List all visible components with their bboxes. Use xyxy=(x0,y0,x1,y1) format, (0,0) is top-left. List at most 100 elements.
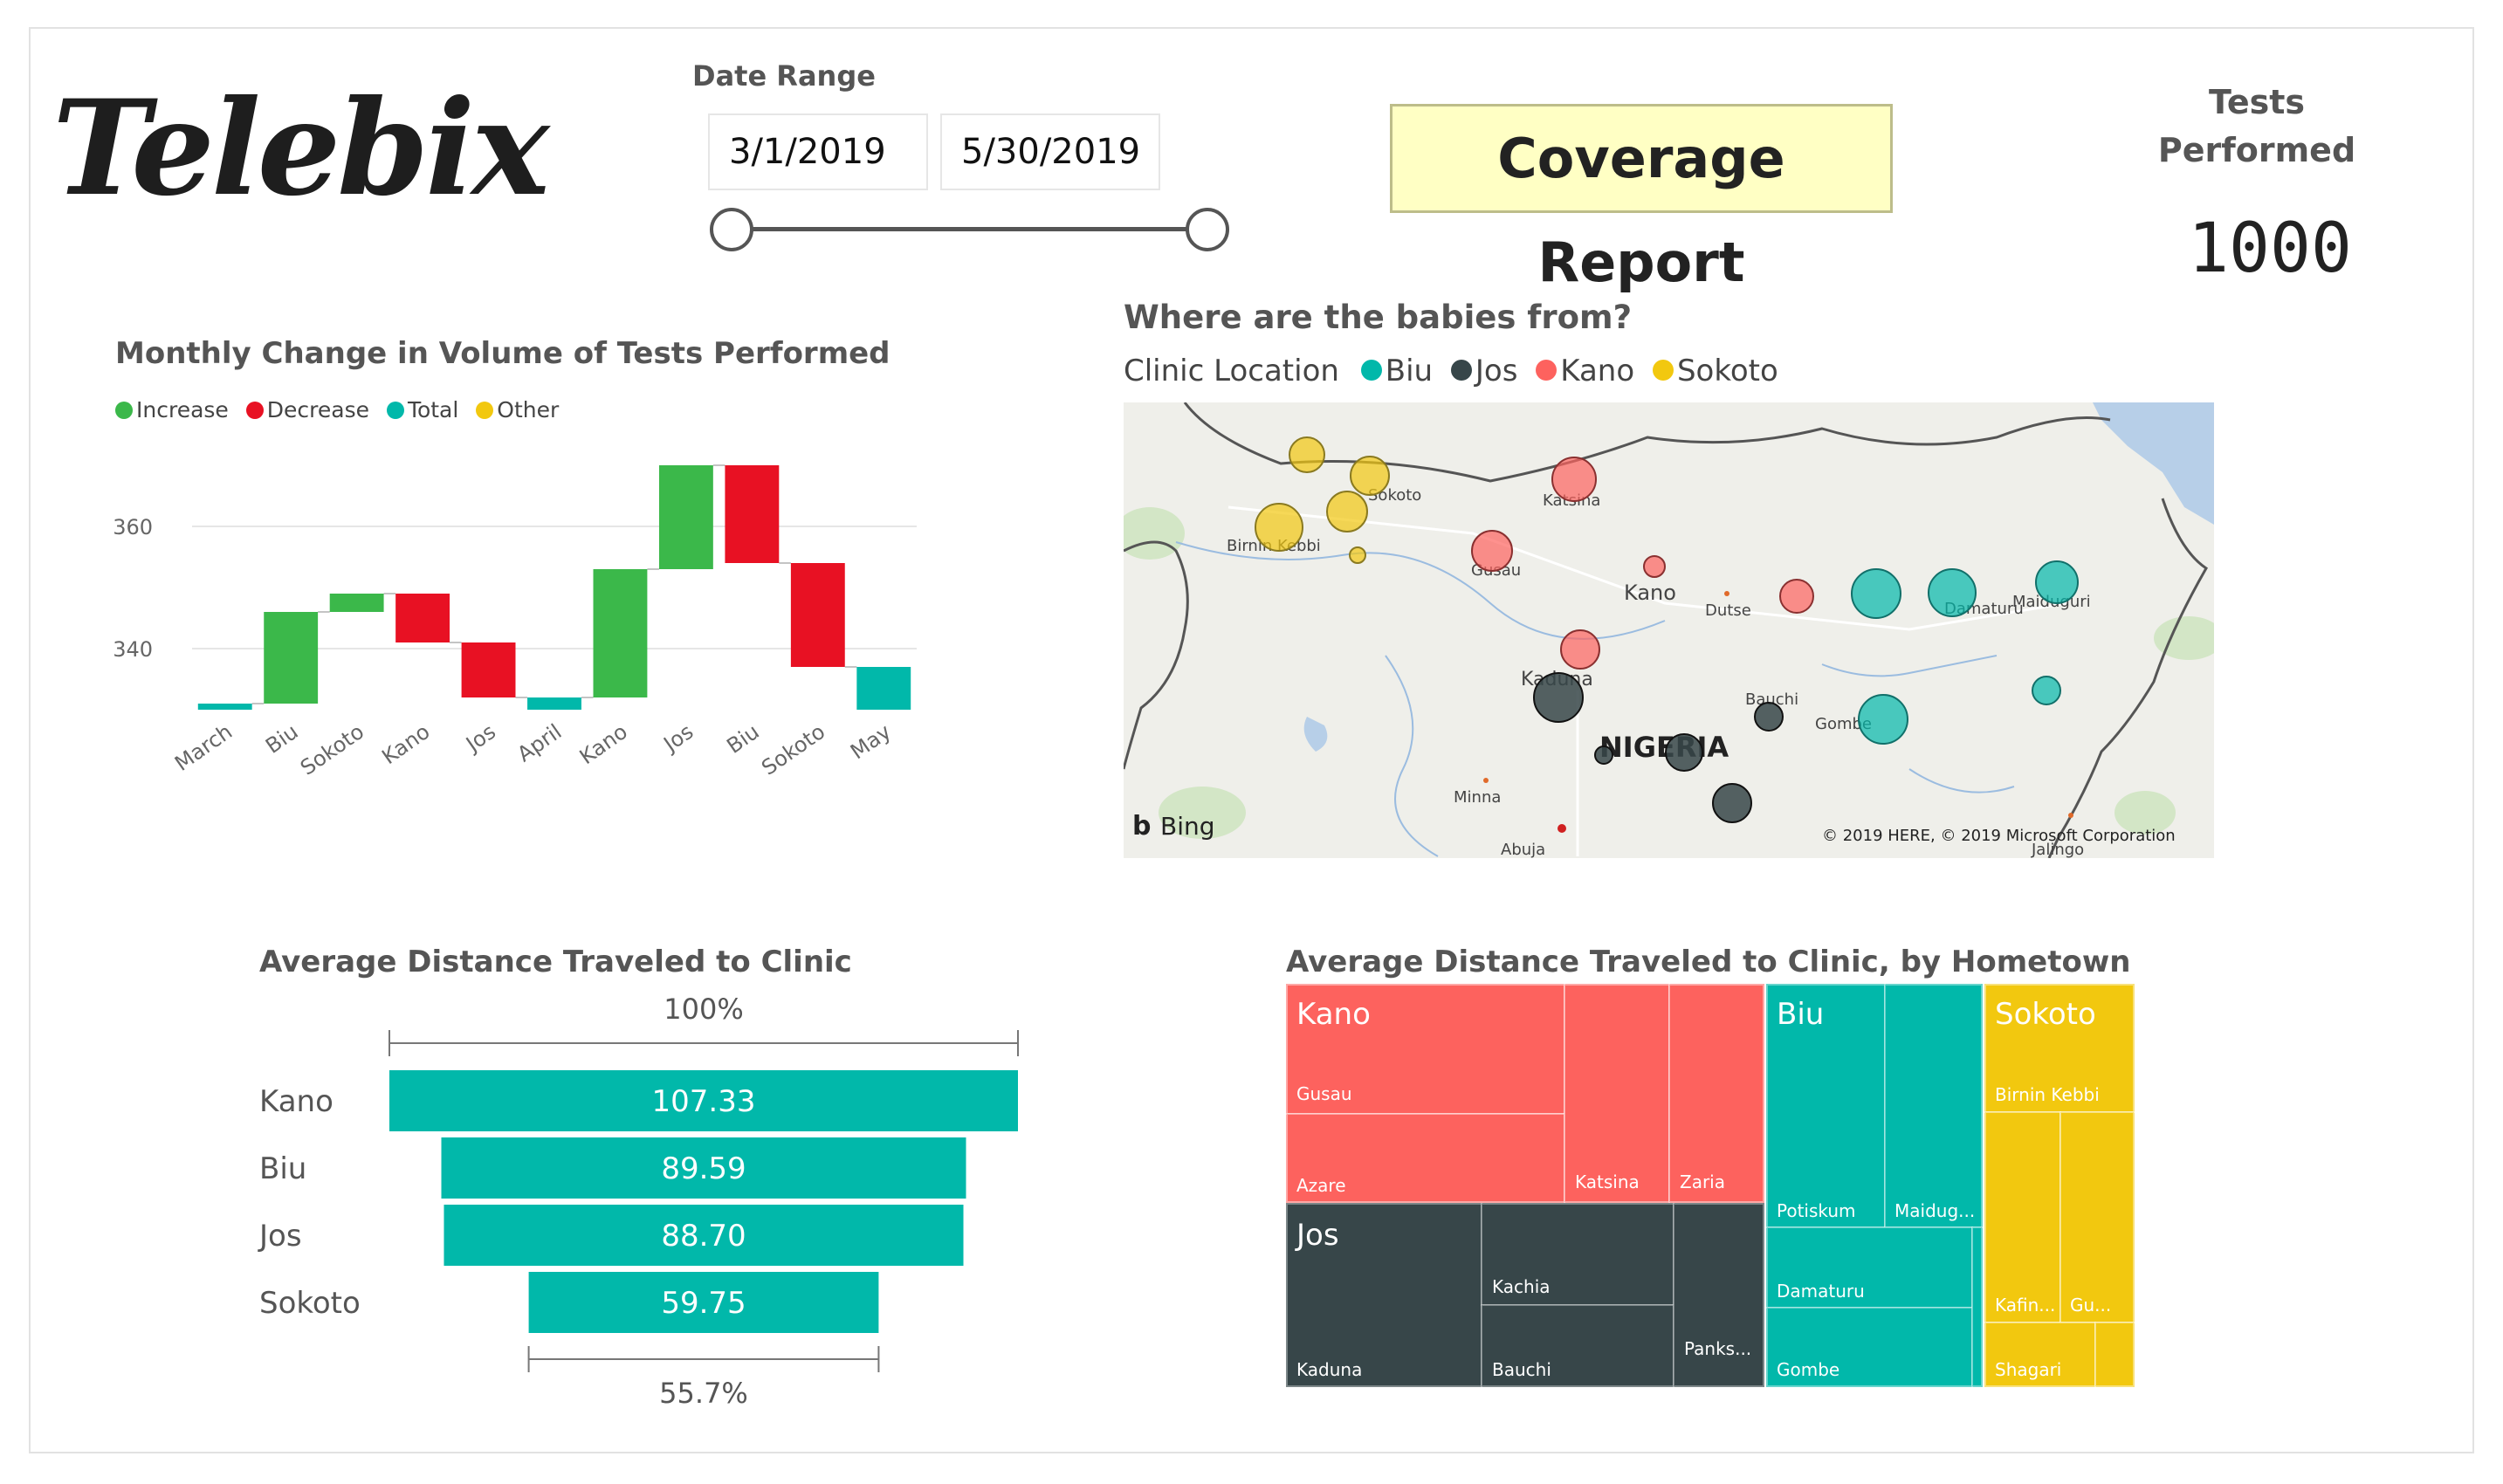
waterfall-bar[interactable] xyxy=(790,563,845,667)
map-bubble[interactable] xyxy=(2032,676,2061,705)
legend-label: Decrease xyxy=(266,397,369,423)
treemap-tile[interactable] xyxy=(1766,984,1886,1228)
map-bubble[interactable] xyxy=(1928,568,1977,617)
y-tick-label: 340 xyxy=(113,637,153,662)
waterfall-bar[interactable] xyxy=(725,465,780,563)
road xyxy=(1227,505,2067,631)
treemap-tile[interactable] xyxy=(1668,984,1764,1203)
treemap-tile[interactable] xyxy=(1971,1226,1983,1387)
date-range-slider-track[interactable] xyxy=(732,227,1207,231)
date-range-label: Date Range xyxy=(692,59,876,93)
treemap-tile[interactable] xyxy=(1984,1111,2061,1323)
country-label: NIGERIA xyxy=(1599,731,1729,764)
treemap-tile[interactable] xyxy=(1766,1307,1973,1387)
map-bubble[interactable] xyxy=(1350,456,1390,496)
map-legend-item-jos[interactable]: Jos xyxy=(1450,354,1517,388)
funnel-chart[interactable]: 100% 107.33 Kano 89.59 Biu 88.70 Jos 59.75 Sokot… xyxy=(0,0,1135,1484)
legend-label: Increase xyxy=(136,397,229,423)
waterfall-bar[interactable] xyxy=(593,569,648,697)
treemap-tile-label: Kafin... xyxy=(1995,1295,2055,1316)
treemap-tile[interactable] xyxy=(1984,1322,2096,1387)
map-bubble[interactable] xyxy=(1255,503,1303,552)
legend-item-decrease[interactable]: Decrease xyxy=(245,397,369,423)
treemap-tile-label: Zaria xyxy=(1680,1171,1725,1192)
treemap-group-jos[interactable]: Jos Kaduna Kachia Bauchi Panks... xyxy=(1286,1203,1764,1387)
report-canvas xyxy=(29,27,2474,1453)
treemap-tile[interactable] xyxy=(1673,1203,1764,1387)
waterfall-bar[interactable] xyxy=(658,465,713,569)
funnel-bar[interactable] xyxy=(389,1070,1018,1131)
map-bubble[interactable] xyxy=(1858,694,1908,745)
waterfall-bar[interactable] xyxy=(329,594,384,612)
date-range-end-handle[interactable] xyxy=(1186,208,1229,251)
legend-item-increase[interactable]: Increase xyxy=(115,397,229,423)
treemap-tile-label: Maidug... xyxy=(1894,1200,1975,1221)
treemap-title: Average Distance Traveled to Clinic, by … xyxy=(1286,945,2131,979)
map-legend-item-sokoto[interactable]: Sokoto xyxy=(1652,354,1778,388)
treemap-tile[interactable] xyxy=(1481,1304,1674,1387)
map-bubble[interactable] xyxy=(1665,733,1703,772)
map-bubble[interactable] xyxy=(1349,546,1366,564)
funnel-value-label: 89.59 xyxy=(661,1151,746,1186)
treemap-tile[interactable] xyxy=(2094,1322,2135,1387)
treemap-tile[interactable] xyxy=(1984,984,2135,1113)
map-bubble[interactable] xyxy=(1326,491,1368,532)
map-bubble[interactable] xyxy=(1779,579,1814,614)
treemap-chart[interactable]: Kano Gusau Azare Katsina Zaria Jos Kadun… xyxy=(1286,984,2135,1387)
map-title: Where are the babies from? xyxy=(1124,299,1633,336)
kpi-label-line1: Tests xyxy=(2208,83,2306,121)
waterfall-bar[interactable] xyxy=(264,612,319,704)
legend-item-other[interactable]: Other xyxy=(476,397,559,423)
map-bubble[interactable] xyxy=(1712,783,1752,823)
map-bubble[interactable] xyxy=(1551,457,1597,502)
place-label: Gombe xyxy=(1815,715,1872,733)
treemap-group-sokoto[interactable]: Sokoto Birnin Kebbi Kafin... Gu... Shaga… xyxy=(1984,984,2135,1387)
start-date-input[interactable]: 3/1/2019 xyxy=(708,113,928,190)
map-bubble[interactable] xyxy=(1560,629,1600,670)
end-date-input[interactable]: 5/30/2019 xyxy=(940,113,1160,190)
kano-bubbles[interactable] xyxy=(1471,457,1814,670)
treemap-tile[interactable] xyxy=(1286,1203,1482,1387)
waterfall-bar[interactable] xyxy=(395,594,450,642)
treemap-tile[interactable] xyxy=(1286,1113,1565,1203)
funnel-bar[interactable] xyxy=(528,1272,879,1333)
map-canvas[interactable]: Sokoto Birnin Kebbi Katsina Gusau Kano D… xyxy=(1124,402,2214,858)
funnel-bar[interactable] xyxy=(441,1137,966,1199)
date-range-start-handle[interactable] xyxy=(710,208,753,251)
sokoto-bubbles[interactable] xyxy=(1255,436,1390,564)
jos-bubbles[interactable] xyxy=(1533,672,1784,823)
map-visual[interactable]: Sokoto Birnin Kebbi Katsina Gusau Kano D… xyxy=(1124,402,2214,858)
treemap-group-label: Kano xyxy=(1296,997,1371,1032)
waterfall-title: Monthly Change in Volume of Tests Perfor… xyxy=(115,336,890,371)
biu-bubbles[interactable] xyxy=(1851,560,2079,745)
bing-logo-icon: b xyxy=(1132,811,1151,842)
map-bubble[interactable] xyxy=(1754,702,1784,732)
map-bubble[interactable] xyxy=(2035,560,2079,604)
treemap-tile-label: Shagari xyxy=(1995,1359,2061,1380)
map-bubble[interactable] xyxy=(1594,745,1613,765)
treemap-tile[interactable] xyxy=(1884,984,1983,1228)
map-legend-item-biu[interactable]: Biu xyxy=(1360,354,1433,388)
map-legend-item-kano[interactable]: Kano xyxy=(1536,354,1634,388)
waterfall-bar[interactable] xyxy=(856,667,911,710)
treemap-tile-label: Gombe xyxy=(1777,1359,1839,1380)
legend-item-total[interactable]: Total xyxy=(386,397,458,423)
map-bubble[interactable] xyxy=(1471,530,1513,572)
treemap-group-biu[interactable]: Biu Potiskum Maidug... Damaturu Gombe xyxy=(1766,984,1983,1387)
funnel-bar[interactable] xyxy=(444,1205,964,1266)
waterfall-bar[interactable] xyxy=(527,697,581,710)
treemap-tile[interactable] xyxy=(2059,1111,2135,1323)
map-bubble[interactable] xyxy=(1533,672,1584,723)
city-dot-icon xyxy=(2068,813,2073,818)
map-bubble[interactable] xyxy=(1643,555,1666,578)
map-bubble[interactable] xyxy=(1289,436,1325,473)
waterfall-bar[interactable] xyxy=(461,642,516,697)
treemap-group-kano[interactable]: Kano Gusau Azare Katsina Zaria xyxy=(1286,984,1764,1203)
capital-dot-icon xyxy=(1557,824,1566,833)
waterfall-bar[interactable] xyxy=(197,704,252,710)
map-bubble[interactable] xyxy=(1851,568,1901,619)
treemap-tile[interactable] xyxy=(1564,984,1670,1203)
kpi-value: 1000 xyxy=(2188,210,2352,288)
kpi-label-line2: Performed xyxy=(2157,131,2356,169)
